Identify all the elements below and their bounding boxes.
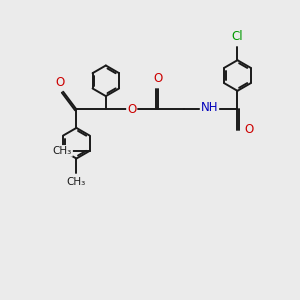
Text: NH: NH — [201, 100, 218, 113]
Text: O: O — [55, 76, 64, 89]
Text: O: O — [127, 103, 136, 116]
Text: Cl: Cl — [232, 29, 243, 43]
Text: O: O — [153, 72, 162, 85]
Text: O: O — [244, 124, 253, 136]
Text: CH₃: CH₃ — [67, 177, 86, 187]
Text: CH₃: CH₃ — [53, 146, 72, 156]
